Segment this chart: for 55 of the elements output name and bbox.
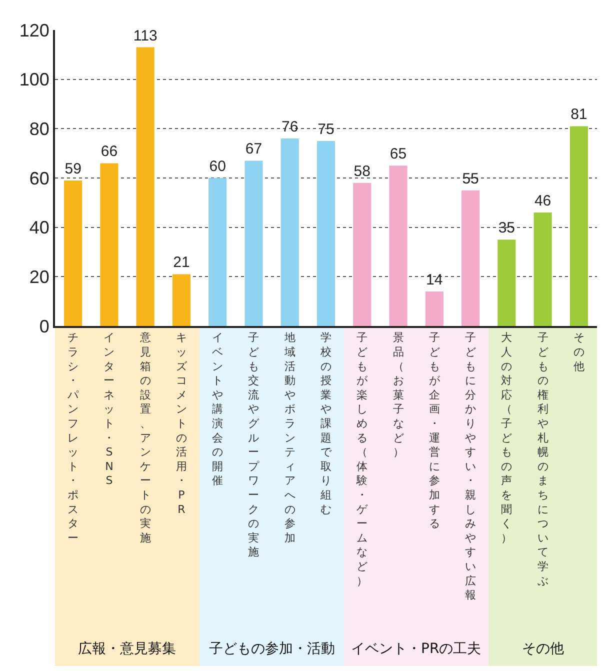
bar — [534, 212, 552, 326]
data-label: 81 — [570, 106, 588, 124]
bar — [389, 166, 408, 326]
category-label: 大人の対応（子どもの声を聞く） — [501, 331, 512, 544]
category-label: インターネット・SNS — [104, 331, 115, 488]
data-label: 66 — [100, 143, 118, 160]
data-label: 55 — [462, 170, 479, 188]
bar — [425, 291, 444, 326]
text: 子どもの参加・活動 — [209, 641, 335, 657]
bar — [64, 180, 82, 326]
bar — [172, 274, 190, 326]
bar — [498, 240, 516, 326]
y-tick-label: 40 — [29, 218, 50, 238]
category-label: 子どもが楽しめる（体験・ゲームなど） — [356, 331, 368, 588]
category-label: 子どもの権利や札幌のまちについて学ぶ — [537, 331, 548, 588]
category-label: 地域活動やボランティアへの参加 — [284, 331, 296, 544]
category-label: 子どもに分かりやすい・親しみやすい広報 — [465, 331, 476, 602]
data-label: 21 — [173, 254, 190, 272]
category-label: 子どもが企画・運営に参加する — [428, 331, 440, 530]
category-label: 子ども交流やグループワークの実施 — [248, 331, 260, 559]
y-tick-label: 0 — [39, 316, 50, 336]
bar — [280, 138, 299, 326]
data-label: 59 — [64, 160, 82, 178]
category-label: キッズコメントの活用・PR — [176, 331, 187, 516]
data-label: 75 — [318, 121, 334, 138]
bar — [462, 190, 480, 326]
bar — [570, 126, 588, 326]
y-tick-label: 20 — [29, 266, 50, 287]
data-label: 46 — [534, 192, 552, 210]
text: イベント・PRの工夫 — [351, 641, 482, 657]
data-label: 60 — [209, 158, 226, 175]
data-label: 76 — [282, 118, 298, 136]
bar — [316, 141, 336, 326]
bar — [244, 160, 263, 326]
data-label: 113 — [133, 27, 158, 44]
bar — [100, 163, 118, 326]
y-tick-label: 80 — [29, 118, 50, 139]
data-label: 67 — [245, 140, 262, 158]
category-label: 意見箱の設置、アンケートの実施 — [140, 331, 151, 544]
bar — [208, 178, 227, 326]
y-tick-label: 60 — [29, 168, 50, 188]
data-label: 65 — [390, 146, 407, 163]
bar — [136, 47, 154, 326]
data-label: 14 — [426, 271, 443, 288]
y-tick-label: 120 — [19, 20, 50, 40]
category-label: 景品（お菓子など） — [392, 331, 404, 459]
y-tick-label: 100 — [19, 70, 50, 90]
category-label: チラシ・パンフレット・ポスター — [68, 331, 79, 544]
category-label: イベントや講演会の開催 — [212, 331, 224, 488]
data-label: 58 — [354, 162, 370, 180]
text: その他 — [522, 641, 564, 657]
text: 広報・意見募集 — [78, 641, 176, 657]
data-label: 35 — [498, 220, 516, 237]
bar — [353, 182, 372, 326]
category-label: 学校の授業や課題で取り組む — [320, 331, 332, 516]
